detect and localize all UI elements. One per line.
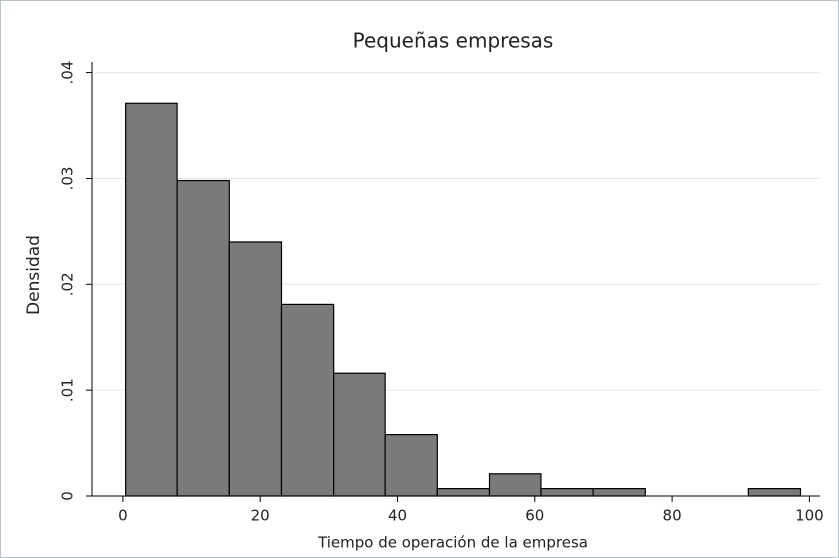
x-tick-label: 20 [251,507,270,525]
chart-title: Pequeñas empresas [353,29,554,53]
x-tick-label: 100 [795,507,824,525]
y-tick-label: .03 [59,167,77,191]
bar [384,434,438,497]
bar [540,487,594,497]
y-tick-label: .01 [59,378,77,402]
y-tick-label: 0 [59,491,77,501]
x-tick-label: 0 [118,507,128,525]
bar [176,179,230,497]
y-tick-label: .04 [59,61,77,85]
x-tick-label: 40 [388,507,407,525]
y-tick-label: .02 [59,272,77,296]
bar [436,487,491,497]
y-axis-label: Densidad [24,235,44,315]
bar [125,102,178,497]
x-tick-label: 80 [663,507,682,525]
bar [333,372,386,497]
bar [488,473,542,497]
x-axis-label: Tiempo de operación de la empresa [317,534,588,552]
bar [280,303,335,497]
bar [592,487,646,497]
bar [228,241,283,497]
bar [747,487,802,497]
x-tick-label: 60 [525,507,544,525]
